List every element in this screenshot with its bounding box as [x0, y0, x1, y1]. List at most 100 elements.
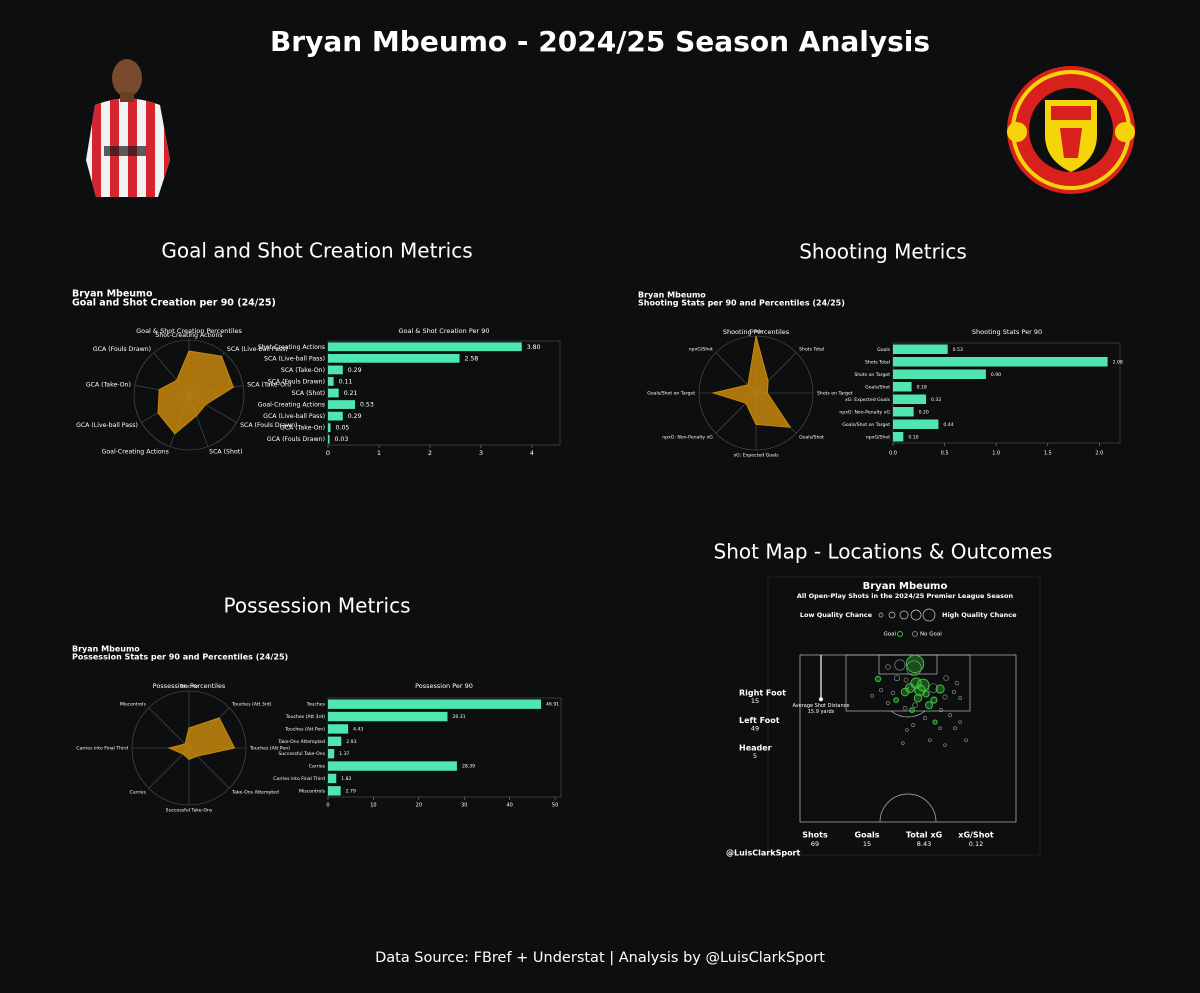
- shot: [903, 677, 909, 683]
- shot: [916, 678, 930, 692]
- radar-label: Carries into Final Third: [76, 746, 128, 752]
- shot: [901, 741, 905, 745]
- category-label: Goals: [877, 347, 890, 353]
- shot-type-value: 15: [751, 697, 759, 705]
- value-label: 0.53: [360, 402, 374, 409]
- legend-label: No Goal: [920, 632, 942, 638]
- bar: [893, 394, 927, 404]
- avg-distance-label: Average Shot Distance: [793, 703, 850, 709]
- value-label: 0.03: [335, 436, 349, 443]
- shot: [870, 694, 874, 698]
- pitch: [799, 654, 1017, 823]
- page-title: Bryan Mbeumo - 2024/25 Season Analysis: [270, 25, 930, 58]
- stat-value: 15: [863, 840, 871, 848]
- radar-spoke: [148, 747, 190, 789]
- shot: [909, 707, 915, 714]
- category-label: Carries into Final Third: [273, 776, 325, 782]
- category-label: Goals/Shot: [865, 384, 890, 390]
- category-label: SCA (Live-ball Pass): [264, 355, 325, 362]
- radar-label: xG: Expected Goals: [733, 453, 779, 459]
- shot: [905, 654, 925, 674]
- radar-label: Take-Ons Attempted: [231, 789, 279, 795]
- section-player: Bryan Mbeumo: [72, 289, 153, 300]
- radar-label: Carries: [130, 789, 147, 795]
- radar-label: Touches (Att 3rd): [231, 702, 271, 708]
- x-tick-label: 0.5: [941, 451, 949, 457]
- shot: [890, 690, 896, 696]
- radar-label: Successful Take-Ons: [166, 808, 213, 814]
- shot: [893, 697, 900, 703]
- radar-label: npxG: Non-Penalty xG: [662, 434, 713, 440]
- category-label: Miscontrols: [299, 788, 326, 794]
- bar: [328, 786, 341, 796]
- credit: @LuisClarkSport: [726, 849, 801, 858]
- x-tick-label: 10: [370, 803, 376, 809]
- size-legend-circles: [878, 608, 936, 622]
- category-label: GCA (Take-On): [280, 425, 325, 432]
- bar: [328, 711, 448, 722]
- value-label: 4.43: [353, 726, 363, 732]
- category-label: SCA (Take-On): [281, 367, 325, 374]
- value-label: 0.05: [336, 425, 350, 432]
- value-label: 3.80: [527, 344, 541, 351]
- shot: [958, 720, 962, 724]
- shot: [922, 690, 930, 698]
- shot: [943, 743, 947, 747]
- shot: [951, 690, 956, 695]
- bar: [328, 411, 343, 421]
- shot: [954, 680, 960, 686]
- category-label: Shots Total: [865, 359, 890, 365]
- value-label: 1.37: [339, 751, 349, 757]
- bar: [328, 434, 330, 444]
- section-heading: Possession Metrics: [224, 594, 411, 618]
- shot: [900, 687, 910, 697]
- value-label: 26.31: [452, 714, 465, 720]
- radar-label: Shot-Creating Actions: [155, 332, 222, 339]
- radar-label: Touches (Att Pen): [249, 746, 290, 752]
- shot: [935, 684, 945, 694]
- radar-label: SCA (Live-ball Pass): [227, 346, 288, 353]
- shot: [878, 688, 883, 693]
- section-subtitle: Possession Stats per 90 and Percentiles …: [72, 653, 288, 662]
- category-label: SCA (Fouls Drawn): [268, 378, 325, 385]
- shot-type-value: 5: [753, 752, 757, 760]
- footer: Data Source: FBref + Understat | Analysi…: [375, 950, 825, 966]
- stat-value: 0.12: [969, 840, 983, 848]
- radar-title: Goal & Shot Creation Percentiles: [136, 327, 242, 335]
- radar-label: GCA (Take-On): [86, 382, 131, 389]
- shot: [874, 675, 882, 683]
- shot: [886, 701, 890, 706]
- category-label: GCA (Live-ball Pass): [263, 413, 325, 420]
- bar: [328, 773, 337, 784]
- avg-distance-dot: [819, 697, 823, 702]
- bar: [893, 382, 912, 392]
- section-heading: Goal and Shot Creation Metrics: [161, 239, 472, 263]
- shot-type-label: Header: [739, 744, 772, 753]
- value-label: 2.93: [346, 739, 356, 745]
- radar-label: SCA (Fouls Drawn): [240, 422, 297, 429]
- radar-label: Goals: [750, 329, 763, 335]
- value-label: 0.53: [953, 347, 963, 353]
- value-label: 0.11: [339, 378, 353, 385]
- shot: [906, 660, 922, 676]
- shot-type-label: Right Foot: [739, 689, 786, 698]
- shotmap-title: Bryan Mbeumo: [863, 581, 948, 592]
- bar: [893, 432, 904, 442]
- shot: [938, 708, 943, 713]
- bar: [328, 353, 460, 363]
- shot: [885, 664, 891, 670]
- shot: [948, 713, 952, 717]
- bar: [893, 357, 1108, 367]
- stat-label: Total xG: [906, 831, 942, 840]
- shot: [958, 696, 962, 701]
- category-label: Shots on Target: [854, 372, 890, 378]
- radar-spoke: [148, 707, 190, 749]
- category-label: Successful Take-Ons: [278, 751, 325, 757]
- value-label: 0.90: [991, 372, 1001, 378]
- bar: [328, 365, 343, 375]
- radar-area: [711, 335, 792, 428]
- radar-label: Goal-Creating Actions: [102, 448, 169, 455]
- shot: [902, 705, 908, 711]
- shot: [910, 677, 922, 689]
- value-label: 0.29: [348, 413, 362, 420]
